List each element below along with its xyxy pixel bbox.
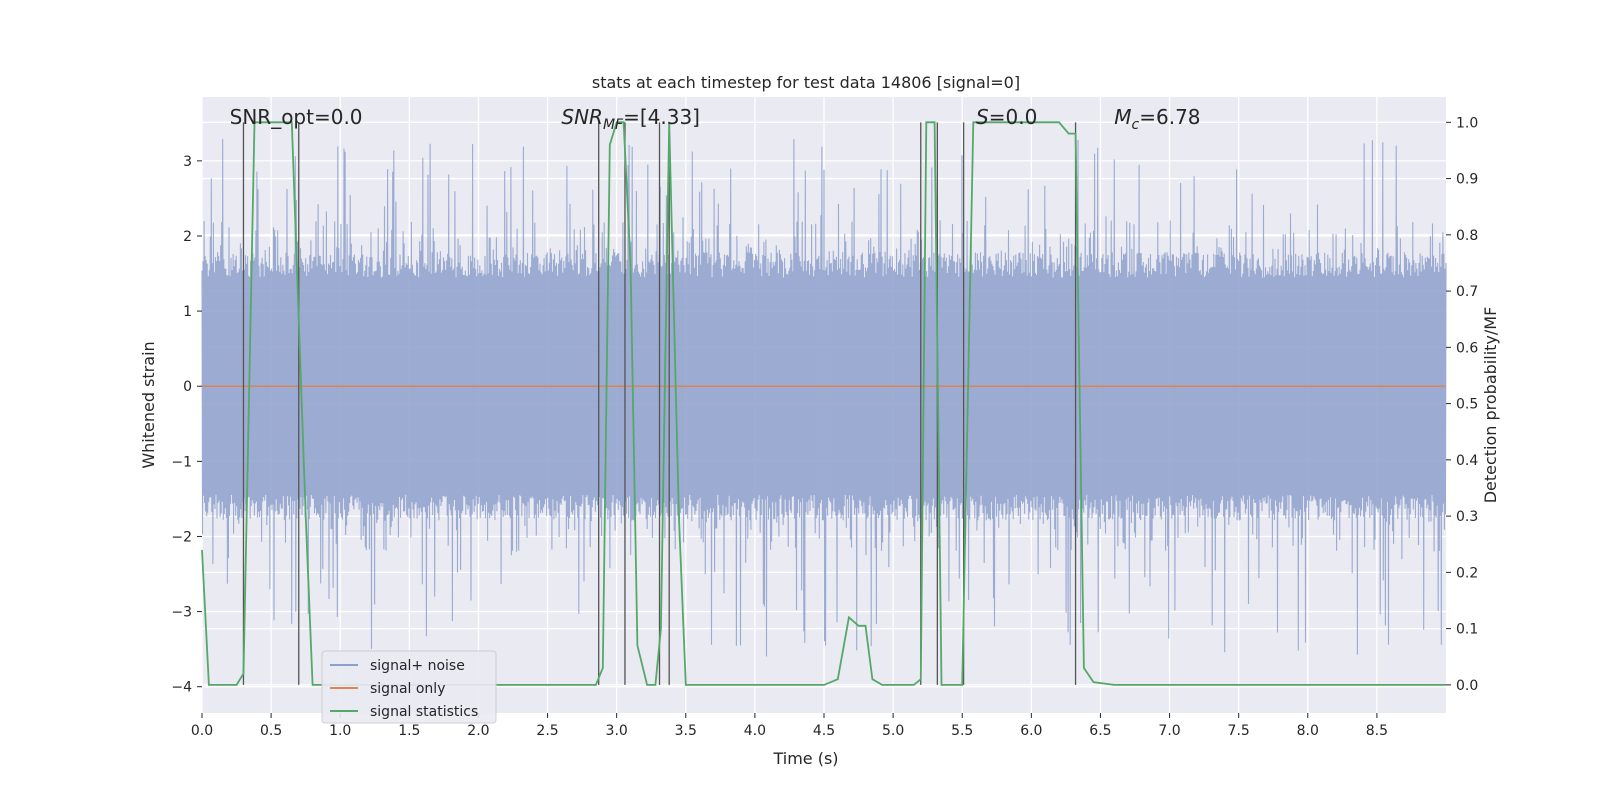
y-right-tick-label: 0.6 <box>1456 340 1478 356</box>
legend-label: signal+ noise <box>370 658 465 674</box>
series-signal-noise <box>201 138 1447 657</box>
x-tick-label: 0.0 <box>191 723 213 739</box>
annotation-main: M <box>1114 105 1131 129</box>
y-left-axis-label: Whitened strain <box>139 341 158 468</box>
y-right-tick-label: 0.3 <box>1456 509 1478 525</box>
y-left-tick-label: 3 <box>183 154 192 170</box>
y-right-axis-ticks: 0.0 0.1 0.2 0.3 0.4 0.5 0.6 0.7 0.8 0.9 1.0 <box>1446 115 1478 694</box>
legend: signal+ noise signal only signal statistic… <box>321 650 497 724</box>
x-tick-label: 1.5 <box>398 723 420 739</box>
y-left-tick-label: −2 <box>171 529 192 545</box>
annotation-main: SNR_opt=0.0 <box>230 105 363 129</box>
annotation-text: SNR_opt=0.0 <box>230 105 363 129</box>
x-tick-label: 4.0 <box>744 723 766 739</box>
y-right-tick-label: 0.9 <box>1456 172 1478 188</box>
x-tick-label: 6.5 <box>1089 723 1111 739</box>
annotation-subscript: c <box>1132 117 1140 133</box>
y-right-tick-label: 0.8 <box>1456 228 1478 244</box>
y-left-tick-label: 1 <box>183 304 192 320</box>
y-left-tick-label: 2 <box>183 229 192 245</box>
x-tick-label: 3.5 <box>675 723 697 739</box>
x-tick-label: 0.5 <box>260 723 282 739</box>
annotation-suffix: =0.0 <box>989 105 1038 129</box>
annotation-suffix: =[4.33] <box>623 105 700 129</box>
x-tick-label: 7.0 <box>1158 723 1180 739</box>
annotation-suffix: =6.78 <box>1139 105 1200 129</box>
annotation-subscript: MF <box>603 117 624 133</box>
chart-title: stats at each timestep for test data 148… <box>592 73 1020 92</box>
x-axis-ticks: 0.0 0.5 1.0 1.5 2.0 2.5 3.0 3.5 4.0 4.5 5.0 5.5 6.0 6… <box>191 713 1388 739</box>
x-tick-label: 7.5 <box>1228 723 1250 739</box>
annotation-text: S=0.0 <box>976 105 1037 129</box>
x-axis-label: Time (s) <box>772 749 838 768</box>
x-tick-label: 6.0 <box>1020 723 1042 739</box>
x-tick-label: 3.0 <box>606 723 628 739</box>
y-left-tick-label: −1 <box>171 454 192 470</box>
legend-label: signal only <box>370 681 445 697</box>
y-right-tick-label: 0.7 <box>1456 284 1478 300</box>
y-left-tick-label: 0 <box>183 379 192 395</box>
annotation-text: Mc=6.78 <box>1114 105 1200 133</box>
x-tick-label: 2.0 <box>467 723 489 739</box>
legend-box <box>321 650 497 724</box>
x-tick-label: 8.0 <box>1297 723 1319 739</box>
y-right-axis-label: Detection probability/MF <box>1481 307 1500 504</box>
x-tick-label: 2.5 <box>536 723 558 739</box>
annotation-text: SNRMF=[4.33] <box>561 105 700 133</box>
y-right-tick-label: 1.0 <box>1456 115 1478 131</box>
y-left-tick-label: −4 <box>171 680 192 696</box>
y-right-tick-label: 0.2 <box>1456 565 1478 581</box>
x-tick-label: 1.0 <box>329 723 351 739</box>
y-left-axis-ticks: −4 −3 −2 −1 0 1 2 3 <box>171 154 202 696</box>
legend-label: signal statistics <box>370 704 478 720</box>
annotation-main: SNR <box>561 105 603 129</box>
annotations: SNR_opt=0.0 SNRMF=[4.33] S=0.0 Mc=6.78 <box>230 105 1201 133</box>
x-tick-label: 4.5 <box>813 723 835 739</box>
x-tick-label: 8.5 <box>1366 723 1388 739</box>
y-right-tick-label: 0.5 <box>1456 397 1478 413</box>
y-right-tick-label: 0.4 <box>1456 453 1478 469</box>
y-left-tick-label: −3 <box>171 605 192 621</box>
signal-noise-line <box>201 138 1447 657</box>
x-tick-label: 5.5 <box>951 723 973 739</box>
y-right-tick-label: 0.1 <box>1456 622 1478 638</box>
annotation-main: S <box>976 105 989 129</box>
y-right-tick-label: 0.0 <box>1456 678 1478 694</box>
x-tick-label: 5.0 <box>882 723 904 739</box>
